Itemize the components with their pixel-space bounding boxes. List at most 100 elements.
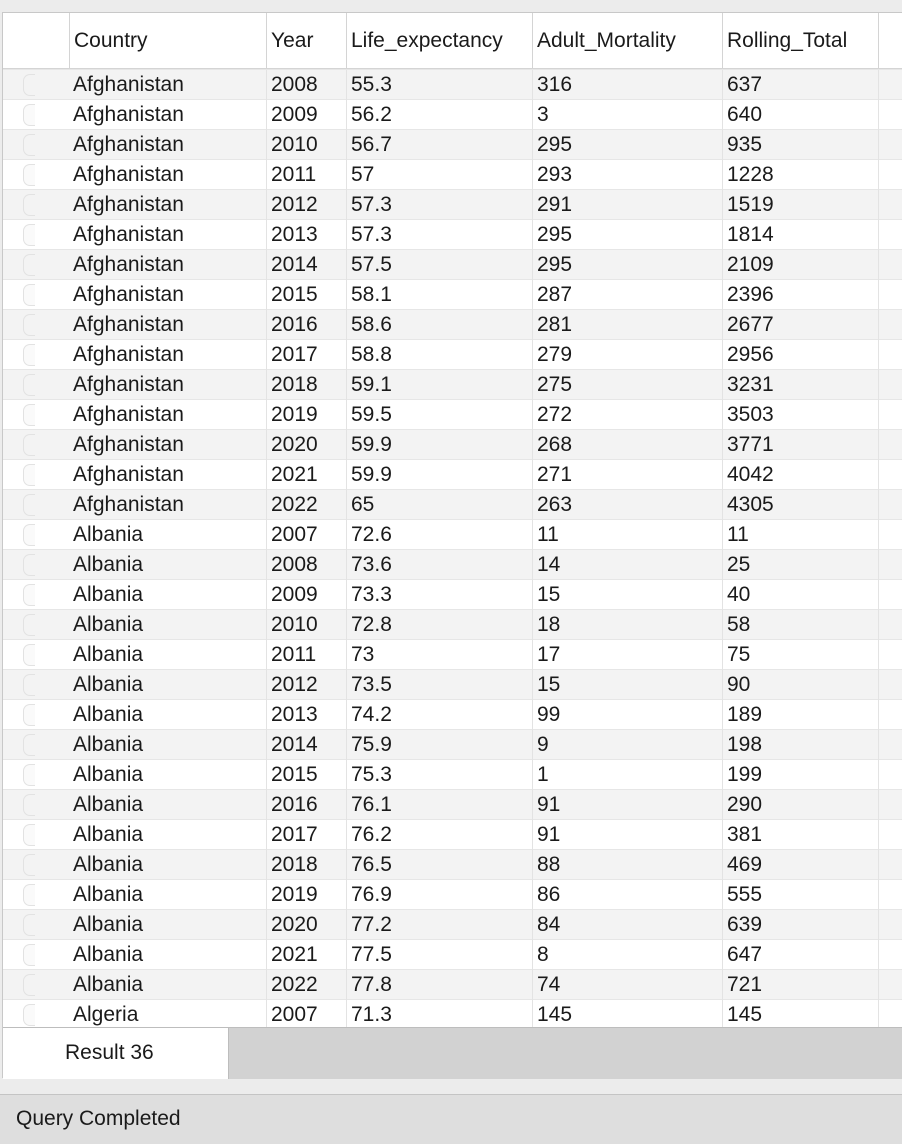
cell-year[interactable]: 2007 (267, 1000, 347, 1027)
row-selector[interactable] (23, 674, 35, 696)
cell-life-expectancy[interactable]: 59.9 (347, 430, 533, 460)
cell-rolling-total[interactable]: 935 (723, 130, 879, 160)
cell-country[interactable]: Afghanistan (69, 280, 267, 310)
cell-life-expectancy[interactable]: 77.2 (347, 910, 533, 940)
row-selector[interactable] (23, 764, 35, 786)
table-row[interactable]: Afghanistan 2018 59.1 275 3231 (3, 370, 902, 400)
cell-rolling-total[interactable]: 469 (723, 850, 879, 880)
table-row[interactable]: Algeria 2007 71.3 145 145 (3, 1000, 902, 1027)
row-selector[interactable] (23, 404, 35, 426)
row-selector[interactable] (23, 464, 35, 486)
row-selector[interactable] (23, 104, 35, 126)
cell-life-expectancy[interactable]: 56.2 (347, 100, 533, 130)
cell-life-expectancy[interactable]: 72.8 (347, 610, 533, 640)
table-row[interactable]: Albania 2012 73.5 15 90 (3, 670, 902, 700)
cell-country[interactable]: Albania (69, 640, 267, 670)
cell-rolling-total[interactable]: 4042 (723, 460, 879, 490)
cell-rolling-total[interactable]: 25 (723, 550, 879, 580)
cell-life-expectancy[interactable]: 72.6 (347, 520, 533, 550)
cell-life-expectancy[interactable]: 71.3 (347, 1000, 533, 1027)
cell-year[interactable]: 2015 (267, 760, 347, 790)
cell-country[interactable]: Albania (69, 790, 267, 820)
cell-adult-mortality[interactable]: 74 (533, 970, 723, 1000)
cell-adult-mortality[interactable]: 18 (533, 610, 723, 640)
cell-country[interactable]: Albania (69, 940, 267, 970)
cell-adult-mortality[interactable]: 84 (533, 910, 723, 940)
cell-life-expectancy[interactable]: 76.5 (347, 850, 533, 880)
cell-adult-mortality[interactable]: 295 (533, 250, 723, 280)
cell-rolling-total[interactable]: 3771 (723, 430, 879, 460)
cell-adult-mortality[interactable]: 271 (533, 460, 723, 490)
table-row[interactable]: Afghanistan 2020 59.9 268 3771 (3, 430, 902, 460)
row-selector[interactable] (23, 164, 35, 186)
cell-rolling-total[interactable]: 199 (723, 760, 879, 790)
cell-rolling-total[interactable]: 290 (723, 790, 879, 820)
table-row[interactable]: Afghanistan 2019 59.5 272 3503 (3, 400, 902, 430)
cell-country[interactable]: Afghanistan (69, 310, 267, 340)
cell-year[interactable]: 2010 (267, 610, 347, 640)
cell-adult-mortality[interactable]: 8 (533, 940, 723, 970)
cell-country[interactable]: Albania (69, 820, 267, 850)
table-row[interactable]: Afghanistan 2017 58.8 279 2956 (3, 340, 902, 370)
cell-country[interactable]: Afghanistan (69, 250, 267, 280)
cell-year[interactable]: 2015 (267, 280, 347, 310)
row-selector[interactable] (23, 644, 35, 666)
cell-year[interactable]: 2016 (267, 310, 347, 340)
cell-adult-mortality[interactable]: 268 (533, 430, 723, 460)
cell-year[interactable]: 2013 (267, 700, 347, 730)
cell-year[interactable]: 2014 (267, 250, 347, 280)
column-header-life-expectancy[interactable]: Life_expectancy (347, 13, 533, 69)
column-header-adult-mortality[interactable]: Adult_Mortality (533, 13, 723, 69)
cell-country[interactable]: Albania (69, 610, 267, 640)
table-row[interactable]: Albania 2017 76.2 91 381 (3, 820, 902, 850)
row-selector[interactable] (23, 974, 35, 996)
cell-country[interactable]: Algeria (69, 1000, 267, 1027)
cell-life-expectancy[interactable]: 75.3 (347, 760, 533, 790)
row-selector[interactable] (23, 434, 35, 456)
table-row[interactable]: Albania 2015 75.3 1 199 (3, 760, 902, 790)
row-selector[interactable] (23, 824, 35, 846)
cell-life-expectancy[interactable]: 65 (347, 490, 533, 520)
cell-adult-mortality[interactable]: 275 (533, 370, 723, 400)
row-selector[interactable] (23, 284, 35, 306)
cell-adult-mortality[interactable]: 279 (533, 340, 723, 370)
cell-adult-mortality[interactable]: 99 (533, 700, 723, 730)
cell-life-expectancy[interactable]: 73.5 (347, 670, 533, 700)
cell-adult-mortality[interactable]: 91 (533, 790, 723, 820)
cell-adult-mortality[interactable]: 17 (533, 640, 723, 670)
cell-year[interactable]: 2017 (267, 820, 347, 850)
cell-adult-mortality[interactable]: 293 (533, 160, 723, 190)
cell-adult-mortality[interactable]: 15 (533, 580, 723, 610)
row-selector[interactable] (23, 914, 35, 936)
table-row[interactable]: Albania 2014 75.9 9 198 (3, 730, 902, 760)
cell-year[interactable]: 2019 (267, 880, 347, 910)
table-row[interactable]: Albania 2009 73.3 15 40 (3, 580, 902, 610)
cell-rolling-total[interactable]: 2677 (723, 310, 879, 340)
cell-life-expectancy[interactable]: 57 (347, 160, 533, 190)
cell-rolling-total[interactable]: 640 (723, 100, 879, 130)
cell-country[interactable]: Albania (69, 760, 267, 790)
cell-year[interactable]: 2022 (267, 490, 347, 520)
cell-year[interactable]: 2012 (267, 190, 347, 220)
cell-adult-mortality[interactable]: 11 (533, 520, 723, 550)
column-header-rolling-total[interactable]: Rolling_Total (723, 13, 879, 69)
cell-country[interactable]: Afghanistan (69, 400, 267, 430)
cell-country[interactable]: Afghanistan (69, 70, 267, 100)
cell-year[interactable]: 2008 (267, 550, 347, 580)
table-row[interactable]: Albania 2016 76.1 91 290 (3, 790, 902, 820)
row-selector[interactable] (23, 944, 35, 966)
cell-country[interactable]: Albania (69, 910, 267, 940)
table-row[interactable]: Afghanistan 2011 57 293 1228 (3, 160, 902, 190)
row-selector[interactable] (23, 554, 35, 576)
cell-year[interactable]: 2009 (267, 100, 347, 130)
cell-adult-mortality[interactable]: 272 (533, 400, 723, 430)
cell-rolling-total[interactable]: 1519 (723, 190, 879, 220)
cell-rolling-total[interactable]: 1814 (723, 220, 879, 250)
cell-year[interactable]: 2018 (267, 370, 347, 400)
cell-life-expectancy[interactable]: 59.1 (347, 370, 533, 400)
cell-country[interactable]: Afghanistan (69, 100, 267, 130)
cell-year[interactable]: 2010 (267, 130, 347, 160)
row-selector[interactable] (23, 794, 35, 816)
row-selector[interactable] (23, 374, 35, 396)
cell-country[interactable]: Albania (69, 520, 267, 550)
